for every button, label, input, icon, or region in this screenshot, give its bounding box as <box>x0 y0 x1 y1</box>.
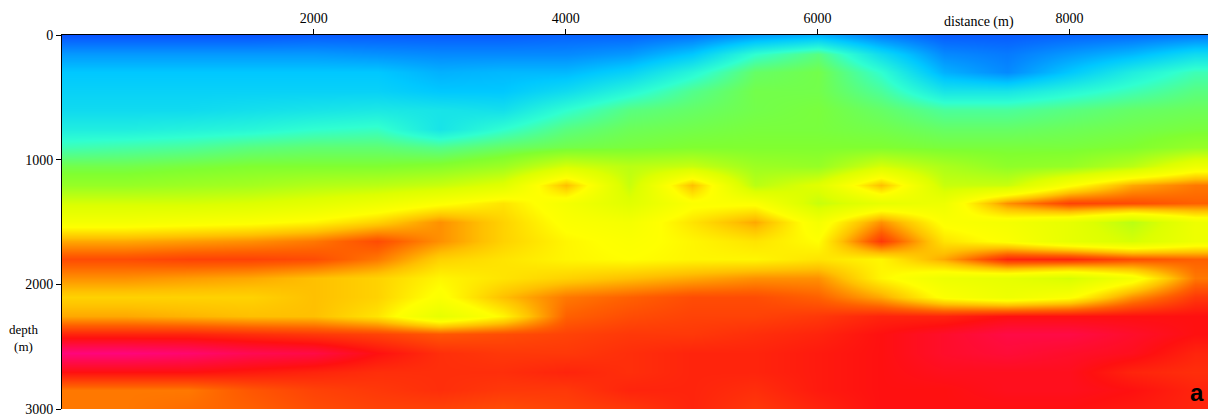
svg-text:6000: 6000 <box>804 11 832 26</box>
svg-text:a: a <box>1190 379 1204 406</box>
svg-text:3000: 3000 <box>25 402 53 417</box>
svg-text:distance (m): distance (m) <box>944 14 1014 30</box>
svg-text:0: 0 <box>46 28 53 43</box>
svg-text:2000: 2000 <box>300 11 328 26</box>
svg-text:2000: 2000 <box>25 277 53 292</box>
svg-text:4000: 4000 <box>552 11 580 26</box>
svg-text:8000: 8000 <box>1055 11 1083 26</box>
svg-text:depth(m): depth(m) <box>9 322 38 354</box>
svg-text:1000: 1000 <box>25 153 53 168</box>
